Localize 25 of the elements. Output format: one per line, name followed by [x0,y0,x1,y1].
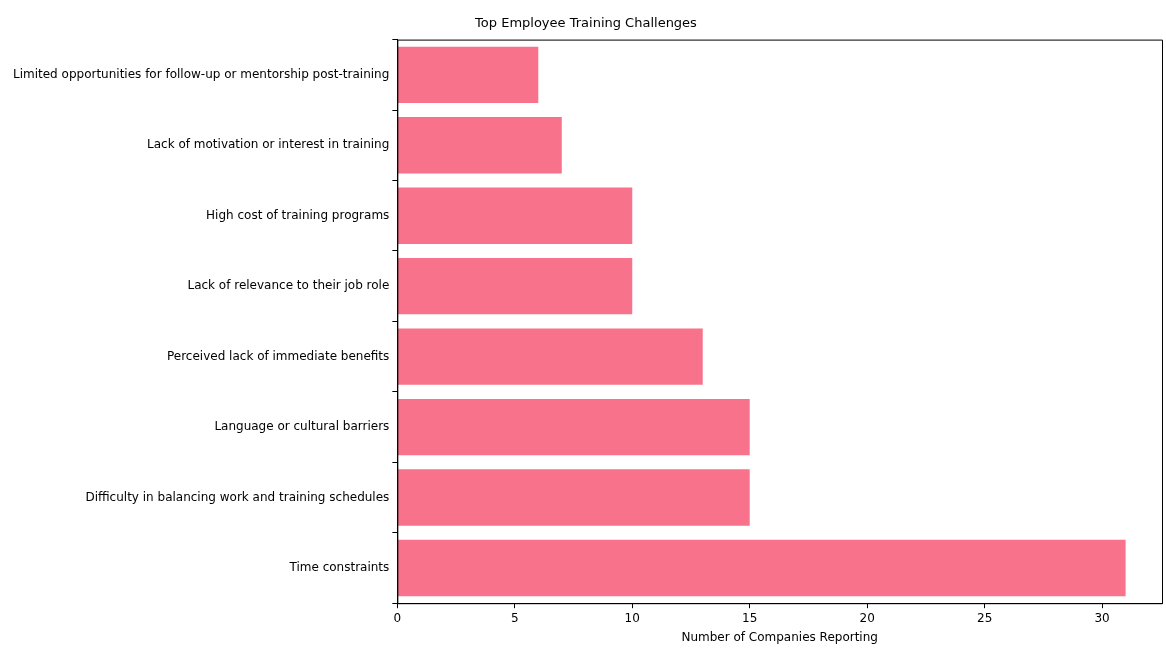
y-tick-label: High cost of training programs [206,207,390,222]
bar [397,539,1126,597]
bar [397,258,633,315]
x-tick-label: 15 [742,610,758,625]
y-tick-label: Perceived lack of immediate benefits [167,348,390,363]
bar [397,469,750,526]
x-tick-label: 25 [976,610,993,625]
y-tick-label: Difficulty in balancing work and training schedules [85,489,390,504]
bar [397,117,562,174]
chart-title: Top Employee Training Challenges [474,15,698,31]
y-tick-label: Language or cultural barriers [214,419,390,434]
y-tick-label: Lack of motivation or interest in training [147,137,390,152]
x-axis-title: Number of Companies Reporting [681,629,878,644]
bar [397,46,539,104]
x-tick-label: 10 [624,610,640,625]
x-tick-label: 5 [510,610,519,625]
x-tick-label: 20 [859,610,875,625]
y-tick-label: Lack of relevance to their job role [187,278,390,293]
y-tick-label: Time constraints [288,560,390,575]
bar [397,328,703,385]
y-tick-label: Limited opportunities for follow-up or mentorship post-training [12,66,390,81]
x-tick-label: 30 [1094,610,1110,625]
x-tick-label: 0 [393,610,402,625]
bar [397,187,633,244]
bar [397,398,750,456]
